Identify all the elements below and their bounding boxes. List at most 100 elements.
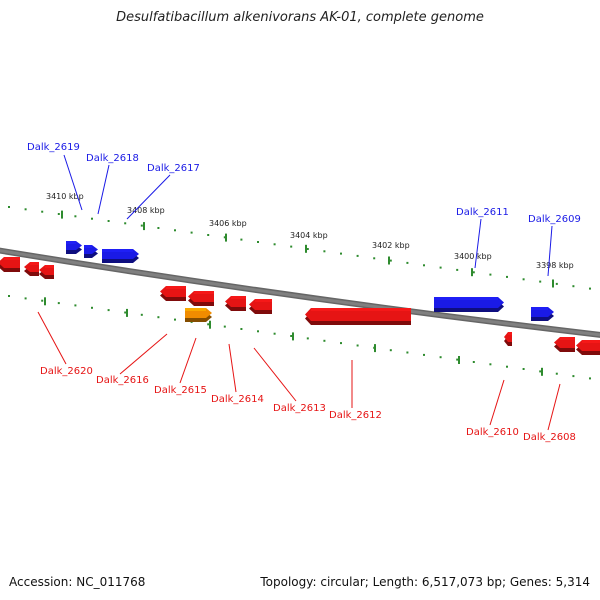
major-tick-bottom — [126, 308, 128, 317]
gene-arrow-reverse — [504, 332, 512, 346]
ruler-dot-bottom — [8, 295, 10, 297]
gene-highlight — [102, 249, 133, 252]
genome-summary-text: Topology: circular; Length: 6,517,073 bp… — [260, 575, 590, 589]
gene-label-dalk-2610: Dalk_2610 — [466, 427, 519, 438]
tick-label: 3400 kbp — [454, 252, 492, 261]
major-tick-top — [305, 244, 307, 253]
gene-labels: Dalk_2619 Dalk_2618 Dalk_2617 Dalk_2611 Dalk… — [27, 142, 581, 443]
kbp-ruler: 3410 kbp 3408 kbp 3406 kbp 3404 kbp 3402 kbp… — [8, 192, 591, 380]
gene-highlight — [434, 297, 498, 300]
gene-highlight — [66, 241, 76, 244]
leader-line — [97, 164, 110, 215]
tick-label: 3408 kbp — [127, 206, 165, 215]
ruler-dot-bottom — [572, 375, 575, 378]
ruler-dot-top — [190, 231, 193, 234]
ruler-dot-bottom — [91, 306, 93, 309]
ruler-dot-bottom — [439, 356, 442, 359]
gene-arrow-reverse — [249, 299, 272, 314]
ruler-dot-bottom — [257, 330, 259, 333]
gene-label-dalk-2618: Dalk_2618 — [86, 153, 139, 164]
ruler-dot-top — [323, 250, 326, 253]
major-tick-bottom — [209, 320, 211, 329]
ruler-dot-top — [389, 259, 392, 262]
ruler-dot-top — [589, 287, 591, 290]
ruler-dot-bottom — [356, 344, 359, 347]
ruler-dot-bottom — [240, 328, 243, 330]
leader-line — [119, 333, 168, 375]
gene-arrow-forward — [434, 297, 504, 312]
ruler-dot-top — [57, 213, 60, 215]
gene-highlight — [45, 265, 54, 268]
gene-label-dalk-2619: Dalk_2619 — [27, 142, 80, 153]
ruler-dot-top — [8, 206, 10, 208]
ruler-dot-top — [41, 210, 44, 213]
major-tick-bottom — [458, 356, 460, 364]
gene-label-dalk-2614: Dalk_2614 — [211, 394, 264, 405]
ruler-dot-top — [373, 257, 376, 260]
ruler-dot-top — [356, 254, 359, 257]
gene-arrow-forward — [66, 241, 82, 254]
gene-features — [0, 241, 600, 355]
ruler-dot-top — [124, 222, 127, 225]
gene-arrow-forward — [102, 249, 139, 263]
ruler-dot-top — [140, 224, 143, 227]
gene-label-dalk-2615: Dalk_2615 — [154, 385, 207, 396]
gene-label-dalk-2608: Dalk_2608 — [523, 432, 576, 443]
gene-arrow-forward — [84, 245, 98, 258]
ruler-dot-bottom — [207, 323, 210, 326]
tick-label: 3398 kbp — [536, 261, 574, 270]
ruler-dot-top — [489, 273, 492, 276]
major-tick-bottom — [292, 332, 294, 341]
gene-highlight — [582, 340, 600, 343]
gene-label-dalk-2616: Dalk_2616 — [96, 375, 149, 386]
gene-arrow-forward — [531, 307, 554, 321]
ruler-dot-top — [207, 234, 210, 236]
gene-arrow-reverse — [225, 296, 246, 311]
tick-label: 3410 kbp — [46, 192, 84, 201]
ruler-dot-bottom — [522, 368, 525, 370]
ruler-dot-top — [223, 236, 226, 239]
ruler-dot-top — [522, 278, 525, 281]
ruler-dot-top — [273, 243, 276, 246]
gene-highlight — [255, 299, 272, 302]
gene-arrow-reverse — [39, 265, 54, 279]
gene-arrow-reverse — [160, 286, 186, 301]
gene-label-dalk-2609: Dalk_2609 — [528, 214, 581, 225]
ruler-dot-top — [406, 261, 409, 264]
ruler-dot-top — [306, 248, 309, 250]
gene-highlight — [185, 308, 206, 311]
ruler-dot-top — [157, 227, 160, 229]
ruler-dot-top — [340, 252, 342, 255]
gene-highlight — [194, 291, 214, 294]
major-tick-top — [225, 233, 227, 242]
gene-arrow-reverse — [188, 291, 214, 306]
gene-arrow-reverse — [24, 262, 39, 276]
ruler-dot-top — [439, 266, 442, 269]
ruler-dot-bottom — [157, 316, 160, 319]
ruler-dot-bottom — [306, 337, 309, 340]
major-tick-top — [61, 210, 63, 219]
gene-arrow-reverse — [0, 257, 20, 272]
gene-highlight — [166, 286, 186, 289]
ruler-dot-top — [240, 238, 243, 241]
ruler-dot-bottom — [323, 339, 326, 342]
tick-label: 3402 kbp — [372, 241, 410, 250]
leader-line — [547, 225, 553, 277]
gene-arrow-reverse — [305, 308, 411, 325]
ruler-dot-top — [539, 280, 542, 283]
genome-track — [0, 247, 600, 338]
map-title: Desulfatibacillum alkenivorans AK-01, co… — [116, 10, 484, 25]
gene-highlight — [531, 307, 548, 310]
ruler-dot-bottom — [389, 349, 392, 352]
ruler-dot-bottom — [41, 299, 44, 302]
ruler-dot-bottom — [589, 377, 591, 380]
major-tick-top — [471, 268, 473, 277]
gene-highlight — [4, 257, 20, 260]
ruler-dot-top — [107, 220, 110, 222]
leader-line — [126, 174, 171, 220]
ruler-dot-top — [174, 229, 176, 232]
ruler-dot-bottom — [273, 332, 276, 335]
gene-highlight — [311, 308, 411, 311]
accession-text: Accession: NC_011768 — [9, 575, 146, 589]
